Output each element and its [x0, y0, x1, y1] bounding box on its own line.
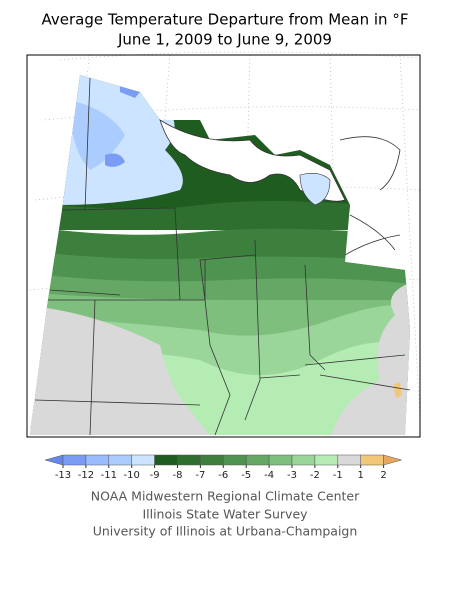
legend-swatch: [62, 454, 87, 466]
legend-swatch: [85, 454, 110, 466]
legend-tick-label: -13: [55, 470, 71, 481]
color-legend: -13 -12 -11 -10 -9 -8 -7 -6 -5 -4 -3 -2 -1 1 2: [44, 454, 403, 481]
legend-swatch: [154, 454, 178, 466]
legend-tick-label: -8: [173, 470, 183, 481]
great-lakes: [159, 119, 346, 202]
legend-arrow: [383, 454, 403, 466]
legend-tick-label: -4: [264, 470, 274, 481]
state-borders: [34, 77, 411, 436]
legend-swatch: [200, 454, 224, 466]
legend-swatch: [108, 454, 132, 466]
legend-tick-label: -12: [78, 470, 94, 481]
legend-tick-label: -9: [150, 470, 160, 481]
legend-tick-label: 2: [380, 470, 386, 481]
legend-swatch: [177, 454, 201, 466]
legend-swatch: [337, 454, 361, 466]
legend-swatch: [360, 454, 384, 466]
lake-area: [299, 173, 331, 206]
legend-swatch: [245, 454, 270, 466]
credit-line: NOAA Midwestern Regional Climate Center: [91, 489, 360, 504]
legend-tick-label: -5: [241, 470, 251, 481]
legend-tick-label: 1: [358, 470, 364, 481]
coastline: [339, 136, 401, 256]
legend-tick-label: -2: [310, 470, 320, 481]
legend-swatch: [291, 454, 316, 466]
temperature-field: [30, 75, 410, 435]
map-title: Average Temperature Departure from Mean …: [42, 11, 409, 29]
legend-swatch: [223, 454, 247, 466]
credit-line: University of Illinois at Urbana-Champai…: [93, 524, 358, 539]
legend-tick-label: -1: [333, 470, 343, 481]
legend-swatch: [314, 454, 339, 466]
legend-tick-label: -10: [124, 470, 140, 481]
legend-swatch: [131, 454, 155, 466]
legend-swatch: [268, 454, 293, 466]
map-frame: [26, 54, 421, 438]
legend-arrow: [44, 454, 64, 466]
credit-line: Illinois State Water Survey: [142, 507, 308, 522]
legend-tick-label: -6: [218, 470, 228, 481]
map-subtitle: June 1, 2009 to June 9, 2009: [117, 31, 332, 49]
legend-tick-label: -3: [287, 470, 297, 481]
map: [26, 51, 421, 438]
legend-tick-label: -7: [195, 470, 205, 481]
legend-tick-label: -11: [101, 470, 117, 481]
